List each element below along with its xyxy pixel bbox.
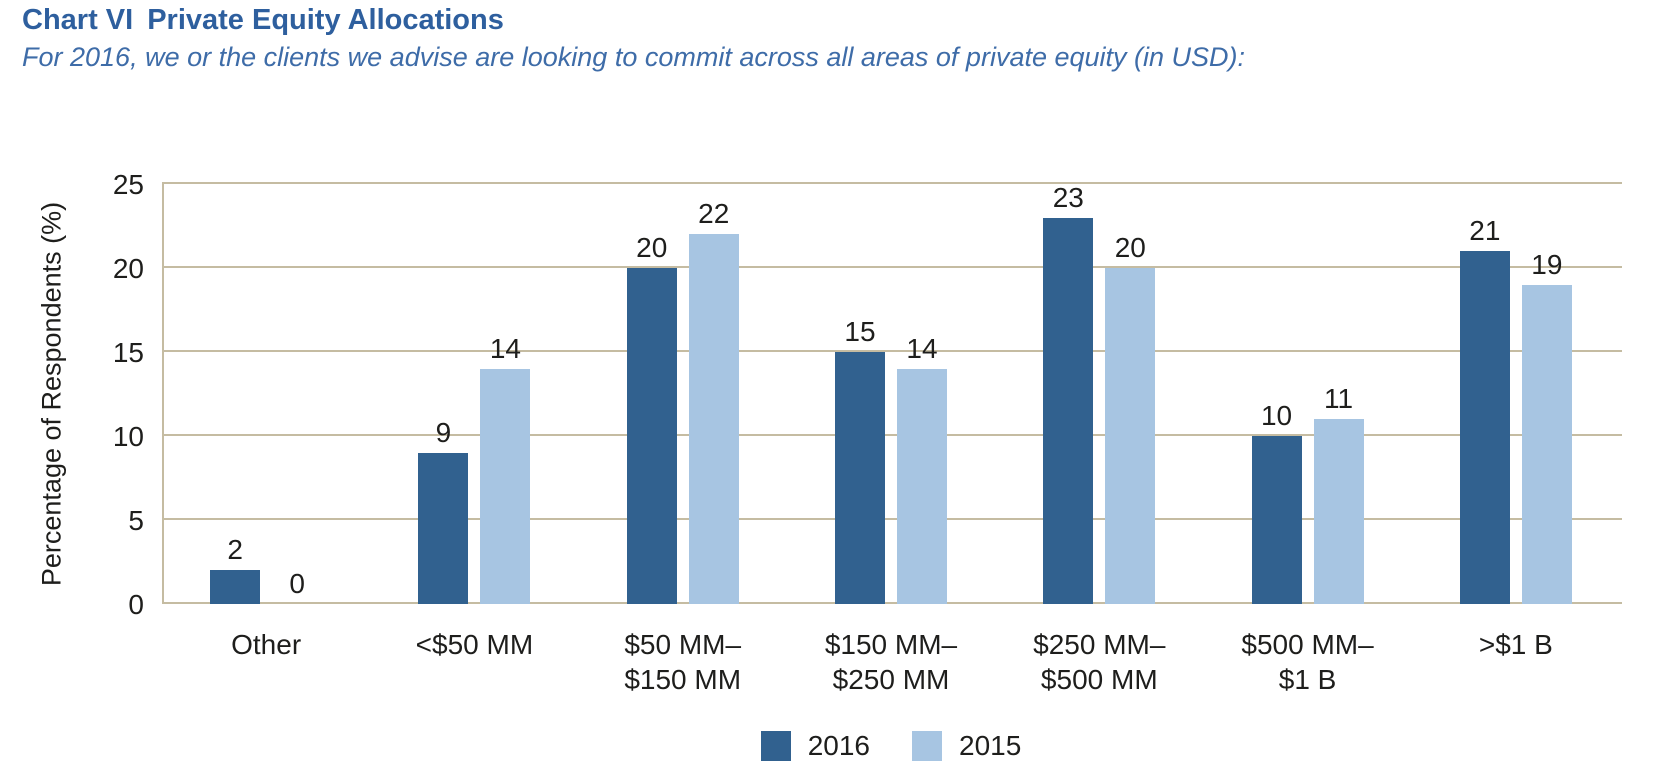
legend-label-2015: 2015 bbox=[959, 730, 1022, 761]
y-tick-label: 20 bbox=[112, 253, 144, 284]
bar-2016 bbox=[1251, 436, 1302, 604]
bar-2016 bbox=[835, 352, 885, 604]
bar-2016 bbox=[418, 452, 469, 604]
bar-value-label: 22 bbox=[698, 198, 730, 230]
y-tick-label: 0 bbox=[128, 589, 144, 620]
bar-2015 bbox=[688, 234, 739, 604]
bar-value-label: 19 bbox=[1531, 248, 1563, 280]
bar-value-label: 20 bbox=[1114, 232, 1146, 263]
x-category-label: Other bbox=[231, 629, 302, 660]
bar-value-label: 9 bbox=[435, 416, 452, 448]
bar-value-label: 10 bbox=[1260, 400, 1293, 431]
y-tick-label: 25 bbox=[112, 169, 144, 200]
y-tick-label: 15 bbox=[112, 337, 144, 368]
gridline bbox=[162, 434, 1622, 436]
bar-2016 bbox=[210, 570, 261, 604]
legend-label-2016: 2016 bbox=[807, 730, 870, 761]
y-tick-label: 5 bbox=[128, 505, 144, 536]
bar-value-label: 14 bbox=[489, 332, 521, 364]
bar-value-label: 2 bbox=[227, 534, 243, 566]
gridline bbox=[162, 266, 1622, 268]
bar-value-label: 15 bbox=[844, 316, 876, 347]
bar-2016 bbox=[1459, 251, 1510, 604]
legend-entry-2016: 2016 bbox=[760, 730, 870, 761]
legend-swatch-2015 bbox=[912, 731, 942, 761]
bar-value-label: 21 bbox=[1469, 215, 1501, 247]
plot-top-border bbox=[162, 182, 1622, 184]
bar-2016 bbox=[1043, 217, 1094, 604]
x-axis-line bbox=[162, 602, 1622, 604]
bar-value-label: 23 bbox=[1052, 181, 1084, 213]
legend-entry-2015: 2015 bbox=[912, 731, 1021, 761]
bar-2015 bbox=[480, 368, 531, 604]
x-category-label: $500 MM– $1 B bbox=[1241, 629, 1374, 695]
x-category-label: $150 MM– $250 MM bbox=[824, 629, 958, 695]
chart-title: Chart VI Private Equity Allocations bbox=[22, 4, 504, 37]
bar-value-label: 0 bbox=[289, 568, 305, 599]
bar-2016 bbox=[626, 268, 677, 604]
bar-2015 bbox=[897, 368, 947, 604]
plot-area: 2 9 20 15 23 10 21 0 14 22 14 20 11 19 bbox=[162, 181, 1622, 604]
chart-title-text: Private Equity Allocations bbox=[147, 4, 504, 36]
bar-value-label: 11 bbox=[1324, 383, 1354, 415]
bar-value-label: 20 bbox=[636, 232, 668, 263]
bar-2015 bbox=[1105, 268, 1156, 604]
x-category-label: $250 MM– $500 MM bbox=[1033, 629, 1166, 695]
chart-subtitle: For 2016, we or the clients we advise ar… bbox=[22, 42, 1246, 72]
legend-swatch-2016 bbox=[760, 731, 791, 761]
bar-2015 bbox=[1521, 284, 1572, 604]
legend: 2016 2015 bbox=[162, 731, 1620, 761]
x-category-label: >$1 B bbox=[1478, 629, 1553, 660]
bar-2015 bbox=[1313, 419, 1364, 604]
x-category-label: <$50 MM bbox=[415, 629, 534, 660]
gridline bbox=[162, 350, 1622, 352]
plot-left-border bbox=[162, 182, 164, 604]
x-category-label: $50 MM– $150 MM bbox=[624, 629, 742, 695]
bar-value-label: 14 bbox=[906, 332, 938, 364]
gridline bbox=[162, 518, 1622, 520]
chart-number-label: Chart VI bbox=[22, 4, 134, 36]
y-tick-label: 10 bbox=[112, 421, 144, 452]
